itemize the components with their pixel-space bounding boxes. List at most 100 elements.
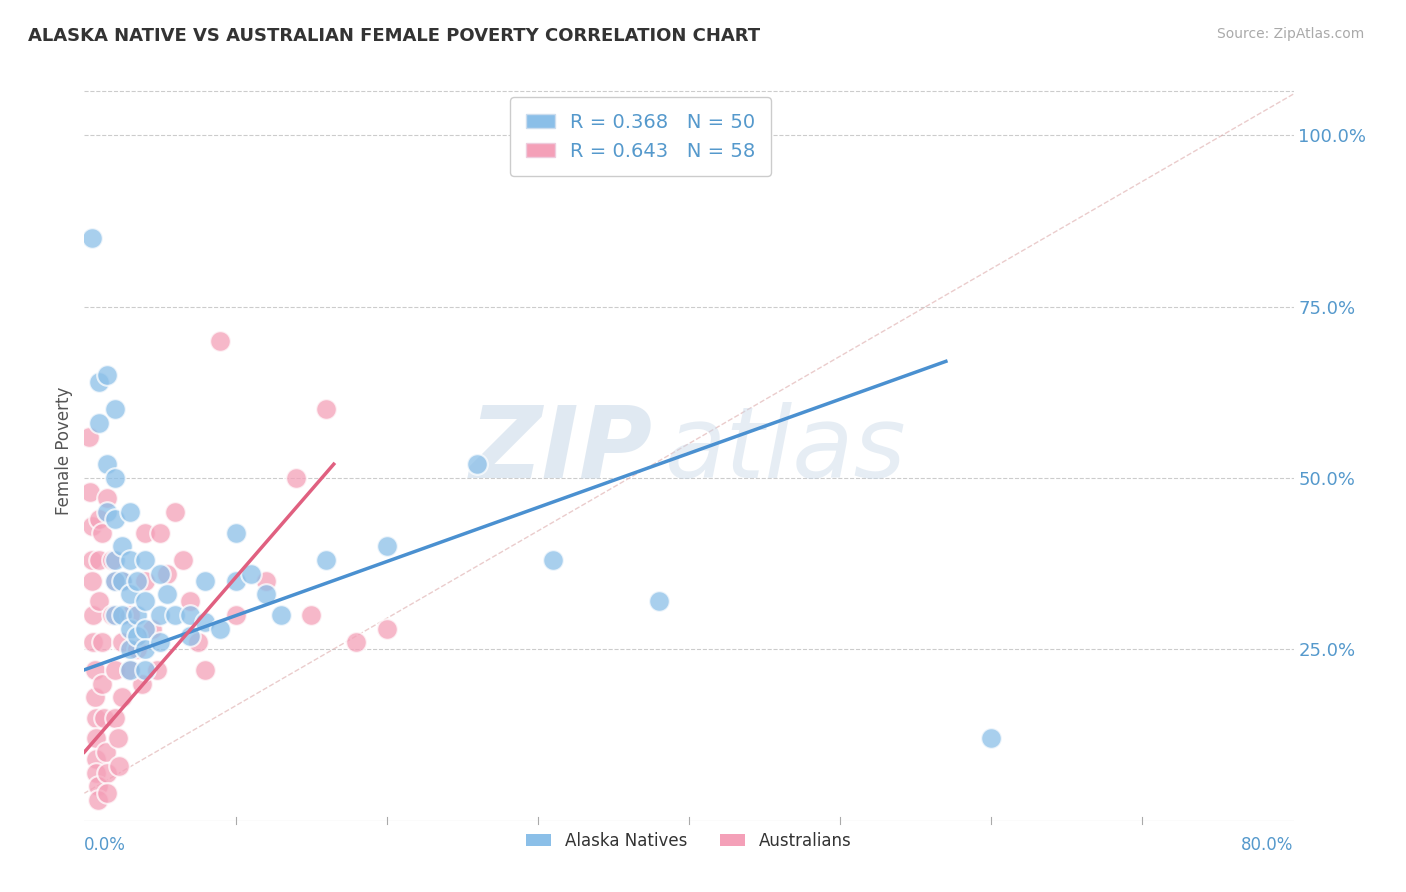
Point [104,574,127,588]
Point [225,525,247,540]
Point [134,574,156,588]
Point [209,622,232,636]
Point [134,525,156,540]
Point [104,402,127,417]
Point [118,553,141,567]
Point [127,574,149,588]
Point [467,457,489,471]
Point [209,334,232,348]
Point [225,574,247,588]
Point [134,553,156,567]
Point [77,430,100,444]
Point [118,607,141,622]
Point [89,553,111,567]
Point [346,635,368,649]
Point [134,642,156,657]
Point [187,635,209,649]
Point [239,566,262,581]
Point [96,491,118,506]
Text: 0.0%: 0.0% [84,837,127,855]
Point [225,607,247,622]
Point [82,607,104,622]
Point [146,663,169,677]
Point [91,525,114,540]
Point [86,752,108,766]
Point [104,574,127,588]
Point [156,587,179,601]
Point [375,540,398,554]
Point [315,553,337,567]
Point [96,368,118,382]
Point [111,574,134,588]
Point [131,676,153,690]
Point [254,574,277,588]
Point [156,566,179,581]
Point [104,471,127,485]
Point [104,607,127,622]
Text: Source: ZipAtlas.com: Source: ZipAtlas.com [1216,27,1364,41]
Point [149,607,172,622]
Point [118,642,141,657]
Point [179,594,201,608]
Text: atlas: atlas [665,402,907,499]
Text: 80.0%: 80.0% [1241,837,1294,855]
Point [96,786,118,800]
Point [96,765,118,780]
Point [80,553,103,567]
Point [270,607,292,622]
Point [86,765,108,780]
Point [541,553,564,567]
Text: ALASKA NATIVE VS AUSTRALIAN FEMALE POVERTY CORRELATION CHART: ALASKA NATIVE VS AUSTRALIAN FEMALE POVER… [28,27,761,45]
Point [96,505,118,519]
Point [84,690,107,705]
Point [648,594,671,608]
Point [980,731,1002,746]
Point [111,635,134,649]
Point [118,587,141,601]
Point [104,512,127,526]
Point [127,607,149,622]
Point [108,759,131,773]
Point [111,607,134,622]
Point [179,607,201,622]
Point [80,519,103,533]
Point [107,731,129,746]
Point [111,574,134,588]
Point [79,484,101,499]
Point [93,711,115,725]
Point [91,676,114,690]
Point [127,642,149,657]
Point [96,457,118,471]
Point [82,635,104,649]
Point [100,553,122,567]
Point [104,553,127,567]
Point [299,607,322,622]
Point [118,505,141,519]
Point [141,622,163,636]
Text: ZIP: ZIP [470,402,652,499]
Point [194,663,217,677]
Point [89,416,111,430]
Point [165,505,187,519]
Point [149,566,172,581]
Point [94,745,117,759]
Point [285,471,308,485]
Point [134,663,156,677]
Point [165,607,187,622]
Point [254,587,277,601]
Point [127,628,149,642]
Y-axis label: Female Poverty: Female Poverty [55,386,73,515]
Point [86,731,108,746]
Point [104,663,127,677]
Point [80,231,103,245]
Point [87,793,110,807]
Point [87,780,110,794]
Point [86,711,108,725]
Point [89,375,111,389]
Point [315,402,337,417]
Point [111,540,134,554]
Point [118,663,141,677]
Point [172,553,194,567]
Point [84,663,107,677]
Point [89,512,111,526]
